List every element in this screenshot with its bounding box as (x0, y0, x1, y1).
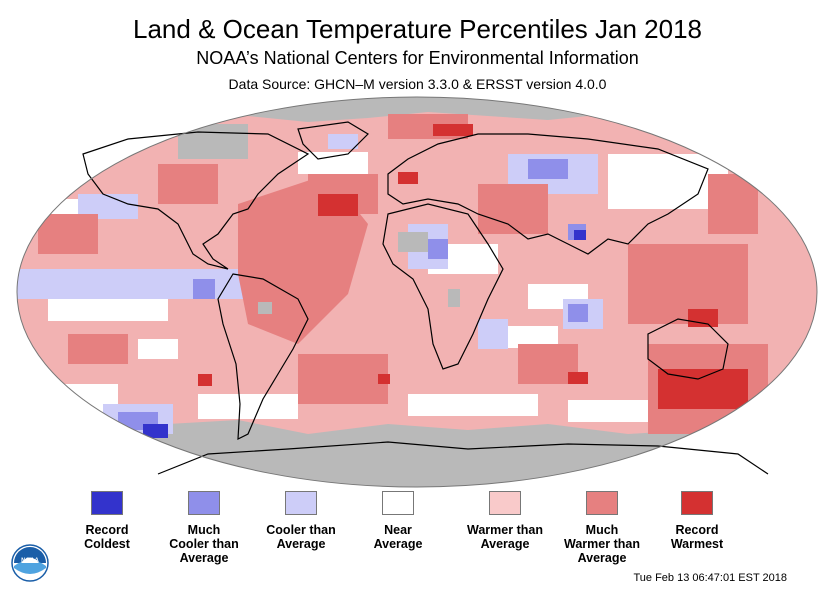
legend-label: Warmer than Average (467, 523, 543, 551)
legend-label: Much Cooler than Average (169, 523, 239, 565)
legend-swatch (586, 491, 618, 515)
record-warmest-patches (198, 124, 748, 409)
australia-outline (647, 318, 729, 380)
legend-swatch (489, 491, 521, 515)
greenland-outline (297, 121, 369, 160)
legend-item-record-warmest: Record Warmest (642, 491, 752, 551)
north-america-outline (82, 131, 310, 270)
legend-swatch (681, 491, 713, 515)
timestamp: Tue Feb 13 06:47:01 EST 2018 (633, 572, 787, 584)
legend-item-near-average: Near Average (343, 491, 453, 551)
legend-label: Cooler than Average (266, 523, 336, 551)
south-america-outline (217, 273, 309, 440)
legend-swatch (91, 491, 123, 515)
legend-label: Near Average (373, 523, 423, 551)
legend-label: Record Warmest (670, 523, 724, 551)
legend-label: Much Warmer than Average (564, 523, 640, 565)
map-fill-layer (17, 97, 817, 487)
logo-text: NOAA (21, 558, 39, 564)
legend-swatch (285, 491, 317, 515)
noaa-logo-icon: NOAA (11, 544, 49, 582)
legend-item-much-warmer: Much Warmer than Average (547, 491, 657, 565)
eurasia-outline (387, 133, 709, 255)
legend-item-much-cooler: Much Cooler than Average (149, 491, 259, 565)
map-title: Land & Ocean Temperature Percentiles Jan… (133, 14, 702, 44)
africa-outline (382, 203, 504, 370)
legend-swatch (188, 491, 220, 515)
continent-outlines (82, 121, 769, 475)
antarctica-outline (157, 441, 769, 475)
data-source-text: Data Source: GHCN–M version 3.3.0 & ERSS… (228, 76, 607, 92)
legend-label: Record Coldest (84, 523, 130, 551)
legend: Record Coldest Much Cooler than Average … (0, 491, 835, 571)
legend-item-cooler: Cooler than Average (246, 491, 356, 551)
legend-item-warmer: Warmer than Average (450, 491, 560, 551)
world-temperature-map (16, 96, 818, 488)
map-subtitle: NOAA’s National Centers for Environmenta… (196, 48, 639, 68)
legend-swatch (382, 491, 414, 515)
record-coldest-patches (143, 230, 586, 438)
globe-outline (16, 96, 818, 488)
legend-item-record-coldest: Record Coldest (52, 491, 162, 551)
